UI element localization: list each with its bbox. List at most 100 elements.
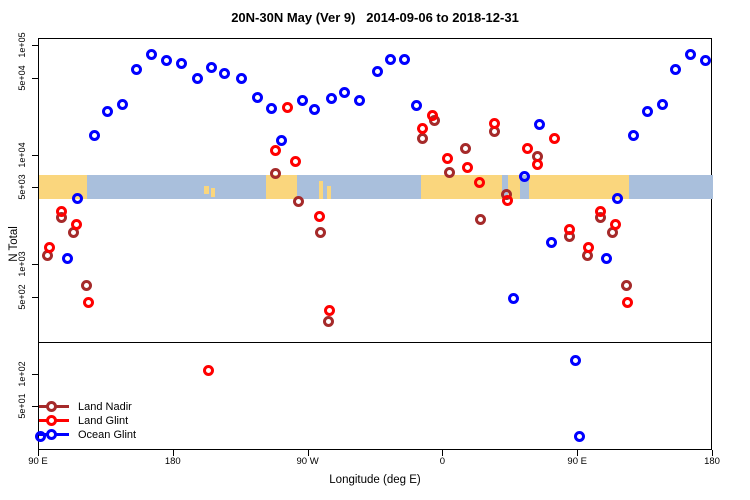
y-axis-tick	[32, 77, 38, 79]
point-land-glint	[442, 152, 454, 164]
point-ocean-glint	[508, 293, 520, 305]
y-axis-tick	[32, 45, 38, 46]
legend-label: Land Nadir	[78, 400, 132, 413]
point-ocean-glint	[545, 237, 557, 249]
y-tick-label: 5e+02	[17, 284, 27, 310]
point-land-nadir	[416, 133, 428, 145]
land-nadir-marker-icon	[39, 401, 69, 413]
point-ocean-glint	[88, 130, 100, 142]
point-land-glint	[82, 296, 94, 308]
y-tick-label: 1e+05	[17, 32, 27, 58]
point-land-glint	[563, 224, 575, 236]
map-strip-land-segment	[210, 188, 215, 197]
point-ocean-glint	[385, 53, 397, 65]
x-tick-label: 180	[164, 456, 181, 467]
map-strip-land-segment	[266, 175, 297, 200]
x-axis-tick	[577, 450, 579, 456]
chart-title: 20N-30N May (Ver 9) 2014-09-06 to 2018-1…	[231, 10, 519, 25]
point-land-nadir	[81, 279, 93, 291]
point-ocean-glint	[656, 98, 668, 110]
point-land-glint	[427, 109, 439, 121]
point-land-glint	[202, 365, 214, 377]
legend: Land Nadir Land Glint Ocean Glint	[39, 400, 136, 442]
point-ocean-glint	[35, 431, 46, 443]
point-ocean-glint	[61, 253, 73, 265]
point-ocean-glint	[175, 58, 187, 70]
point-ocean-glint	[641, 106, 653, 118]
y-tick-label: 1e+03	[17, 251, 27, 277]
point-ocean-glint	[574, 431, 586, 443]
x-tick-label: 90 E	[567, 456, 587, 467]
point-land-glint	[502, 194, 514, 206]
x-axis-title: Longitude (deg E)	[329, 474, 421, 486]
legend-label: Land Glint	[78, 414, 129, 427]
legend-item-land-nadir: Land Nadir	[39, 400, 136, 414]
point-land-glint	[55, 205, 67, 217]
x-tick-label: 90 E	[28, 456, 48, 467]
point-land-glint	[610, 219, 622, 231]
point-land-glint	[548, 133, 560, 145]
point-land-glint	[595, 205, 607, 217]
point-land-glint	[521, 143, 533, 155]
point-ocean-glint	[670, 64, 682, 76]
map-strip-land-segment	[507, 175, 520, 200]
point-ocean-glint	[628, 130, 640, 142]
y-axis-tick	[32, 154, 38, 156]
x-tick-label: 180	[704, 456, 720, 467]
point-land-nadir	[292, 195, 304, 207]
point-ocean-glint	[297, 95, 309, 107]
point-ocean-glint	[533, 119, 545, 131]
point-ocean-glint	[354, 94, 366, 106]
map-strip-land-segment	[319, 181, 323, 200]
x-axis-tick	[307, 450, 309, 456]
map-strip-land-segment	[326, 185, 332, 200]
ocean-glint-marker-icon	[39, 429, 69, 441]
point-ocean-glint	[410, 99, 422, 111]
point-land-glint	[473, 177, 485, 189]
point-land-glint	[313, 210, 325, 222]
x-axis-tick	[38, 450, 39, 456]
point-land-glint	[282, 101, 294, 113]
y-tick-label: 1e+04	[17, 141, 27, 168]
point-ocean-glint	[685, 49, 697, 61]
point-ocean-glint	[252, 91, 264, 103]
x-axis-tick	[442, 450, 444, 456]
y-tick-label: 5e+01	[17, 393, 27, 420]
land-glint-marker-icon	[39, 415, 69, 427]
point-land-glint	[70, 219, 82, 231]
point-ocean-glint	[276, 135, 288, 147]
y-axis-tick	[32, 187, 38, 189]
plot-area	[35, 38, 713, 450]
point-ocean-glint	[611, 192, 623, 204]
point-ocean-glint	[601, 253, 613, 265]
y-tick-label: 5e+04	[17, 65, 27, 91]
point-ocean-glint	[518, 171, 530, 183]
y-axis-tick	[32, 296, 38, 298]
point-land-glint	[622, 296, 634, 308]
point-ocean-glint	[569, 354, 581, 366]
reference-line	[39, 341, 711, 343]
point-ocean-glint	[398, 53, 410, 65]
map-strip-land-segment	[203, 185, 209, 195]
legend-item-ocean-glint: Ocean Glint	[39, 428, 136, 442]
point-land-glint	[416, 122, 428, 134]
point-ocean-glint	[700, 55, 711, 67]
map-strip-land-segment	[420, 175, 502, 200]
x-tick-label: 0	[439, 456, 446, 467]
y-tick-label: 1e+02	[17, 360, 27, 387]
point-land-glint	[488, 118, 500, 130]
legend-label: Ocean Glint	[78, 428, 137, 441]
point-ocean-glint	[117, 98, 129, 110]
world-map-strip	[39, 175, 713, 200]
point-land-glint	[43, 241, 55, 253]
x-axis-tick	[712, 450, 713, 456]
point-land-glint	[532, 158, 544, 170]
point-land-glint	[270, 145, 282, 157]
point-land-glint	[289, 156, 301, 168]
point-ocean-glint	[219, 67, 231, 79]
point-ocean-glint	[102, 106, 114, 118]
x-axis-tick	[172, 450, 174, 456]
point-ocean-glint	[145, 49, 157, 61]
point-land-glint	[583, 241, 595, 253]
